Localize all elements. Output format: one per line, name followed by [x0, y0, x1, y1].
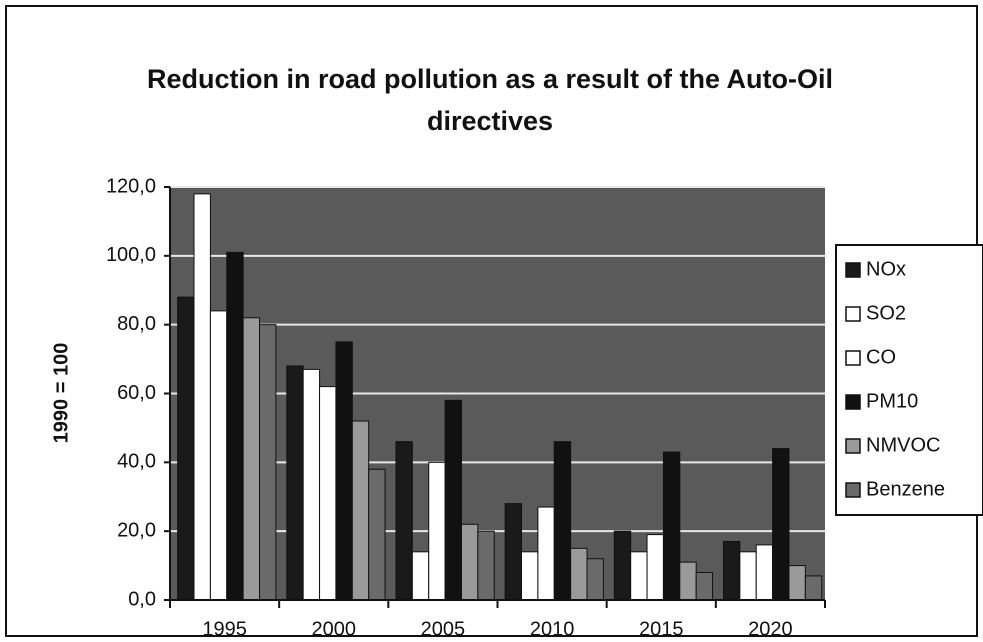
- y-tick-label: 60,0: [117, 382, 156, 404]
- legend-label: PM10: [866, 390, 918, 412]
- x-tick-label: 2005: [421, 618, 466, 640]
- x-tick-label: 2020: [748, 618, 793, 640]
- bar: [646, 534, 664, 601]
- legend-swatch: [845, 306, 861, 322]
- legend-swatch: [845, 262, 861, 278]
- bar: [209, 310, 228, 601]
- y-axis-label: 1990 = 100: [50, 343, 72, 444]
- bar: [193, 193, 211, 601]
- y-tick-label: 80,0: [117, 313, 156, 335]
- bar: [335, 341, 353, 601]
- y-tick-label: 100,0: [106, 244, 156, 266]
- x-tick-label: 2010: [530, 618, 575, 640]
- legend-label: NOx: [866, 258, 906, 280]
- bar: [772, 448, 790, 601]
- bar: [259, 324, 277, 601]
- bar: [444, 399, 462, 601]
- chart-title: Reduction in road pollution as a result …: [147, 64, 833, 136]
- legend-label: NMVOC: [866, 434, 940, 456]
- bar: [368, 468, 386, 601]
- legend-swatch: [845, 394, 861, 410]
- bar: [319, 386, 337, 601]
- bar: [242, 317, 261, 601]
- bar: [521, 551, 539, 601]
- y-tick-label: 40,0: [117, 451, 156, 473]
- bar: [570, 547, 588, 601]
- x-tick-label: 2015: [639, 618, 684, 640]
- bar: [477, 530, 495, 601]
- bar: [504, 503, 523, 601]
- legend-swatch: [845, 350, 861, 366]
- bar: [804, 575, 823, 601]
- bar: [739, 551, 757, 601]
- bar: [537, 506, 555, 601]
- x-tick-label: 1995: [202, 618, 247, 640]
- bar: [679, 561, 697, 601]
- bar: [460, 523, 479, 601]
- legend-label: CO: [866, 346, 896, 368]
- bar: [788, 565, 806, 601]
- legend-label: SO2: [866, 302, 906, 324]
- bar: [226, 251, 244, 601]
- bar: [586, 558, 604, 601]
- y-tick-label: 120,0: [106, 175, 156, 197]
- bar: [630, 551, 648, 601]
- bar: [411, 551, 430, 601]
- x-tick-label: 2000: [312, 618, 357, 640]
- legend-label: Benzene: [866, 478, 945, 500]
- bar: [351, 420, 370, 601]
- y-tick-label: 20,0: [117, 519, 156, 541]
- bar: [428, 461, 446, 601]
- bar: [302, 368, 321, 601]
- bar: [553, 441, 572, 601]
- bar: [695, 571, 714, 601]
- legend-swatch: [845, 438, 861, 454]
- bar: [755, 544, 774, 601]
- bar: [722, 540, 741, 601]
- legend-box: [835, 244, 983, 516]
- bar: [662, 451, 681, 601]
- bar: [177, 296, 195, 601]
- bar: [286, 365, 304, 601]
- y-tick-label: 0,0: [128, 588, 156, 610]
- legend-swatch: [845, 482, 861, 498]
- bar: [613, 530, 632, 601]
- bar: [395, 441, 413, 601]
